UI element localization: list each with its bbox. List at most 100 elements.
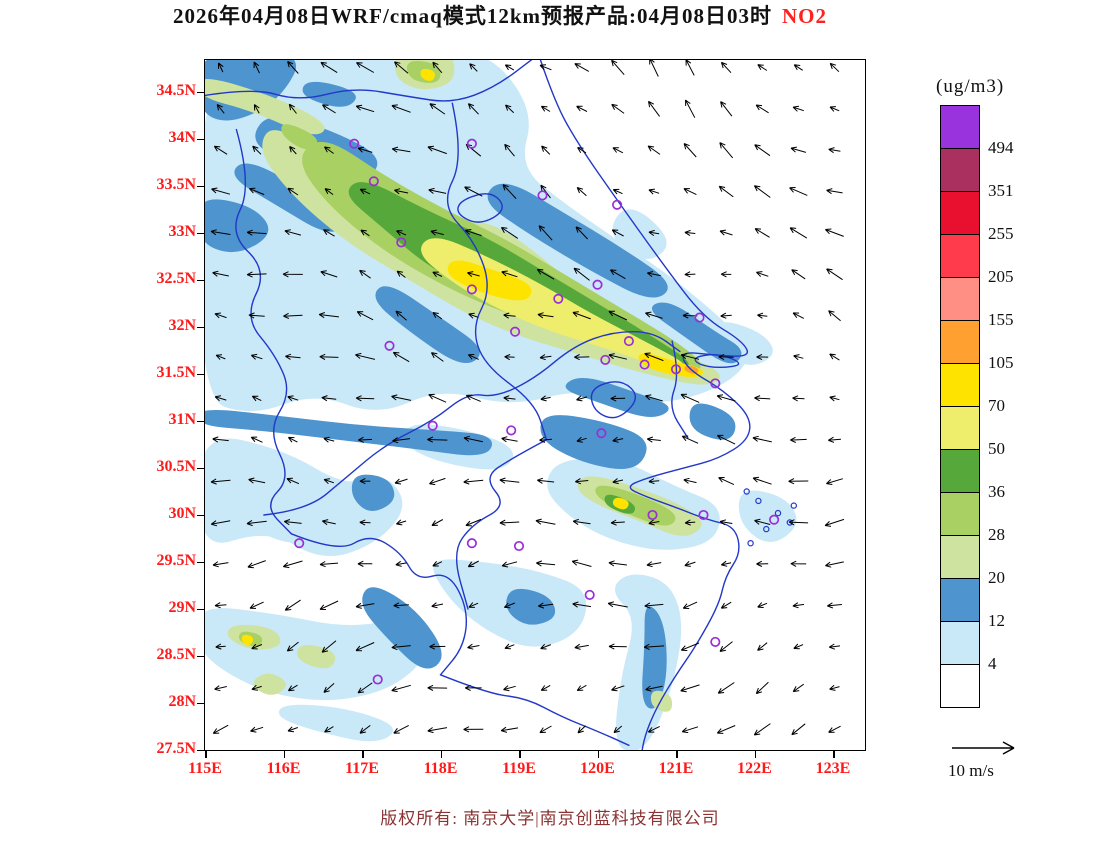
colorbar-level-label: 12 (988, 611, 1005, 630)
map-plot-frame (204, 59, 866, 751)
city-marker (294, 538, 305, 549)
chongming-island (694, 354, 740, 369)
city-marker (466, 138, 477, 149)
contour-region-level-12 (205, 410, 493, 456)
contour-region-level-70 (241, 634, 254, 646)
wind-reference-arrow (952, 741, 1015, 755)
island-outline (763, 525, 770, 533)
contour-region-level-70 (447, 260, 532, 301)
contour-region-level-70 (420, 68, 436, 81)
wind-speed-legend: 10 m/s (948, 738, 1038, 781)
colorbar-swatch (940, 320, 980, 364)
colorbar-level-label: 351 (988, 181, 1014, 200)
colorbar-level-label: 205 (988, 267, 1014, 286)
island-outline (755, 497, 762, 505)
city-marker (513, 540, 525, 552)
contour-region-level-12 (689, 403, 736, 440)
city-marker (553, 293, 564, 304)
city-marker (584, 589, 595, 600)
taihu-lake (590, 381, 636, 419)
y-axis-tick (197, 138, 204, 141)
city-marker (600, 354, 611, 365)
colorbar-swatch (940, 621, 980, 665)
wind-vector-field (210, 60, 845, 736)
x-axis-tick (362, 751, 364, 758)
y-axis-tick-label: 32N (168, 316, 196, 334)
y-axis-tick (197, 467, 204, 470)
city-marker (506, 425, 517, 436)
city-marker (612, 199, 623, 210)
contour-region-level-28 (595, 485, 676, 526)
city-marker (769, 514, 780, 525)
x-axis-tick-label: 118E (423, 760, 458, 777)
x-axis-tick-label: 120E (580, 760, 615, 777)
border-south-1 (290, 533, 468, 676)
city-marker (647, 509, 658, 521)
contour-region-level-12 (642, 606, 667, 709)
y-axis-tick (197, 702, 204, 705)
city-marker (349, 138, 360, 149)
colorbar-swatch (940, 105, 980, 149)
y-axis-tick (197, 561, 204, 564)
y-axis-tick-label: 28.5N (156, 645, 196, 663)
contour-region-level-4 (205, 483, 307, 543)
city-marker (710, 636, 721, 647)
y-axis-tick (197, 326, 204, 329)
city-marker (670, 364, 682, 375)
y-axis-tick (197, 373, 204, 376)
forecast-map (205, 60, 845, 750)
colorbar: (ug/m3) 494 351 255 205 155 105 70 50 36 28 20 12 4 (936, 76, 1014, 708)
x-axis-tick-label: 121E (658, 760, 694, 777)
contour-region-level-12 (565, 378, 669, 417)
colorbar-swatch (940, 449, 980, 493)
city-marker (537, 190, 548, 201)
island-outline (747, 540, 754, 547)
y-axis-tick-label: 29N (168, 598, 196, 616)
y-axis-tick-label: 33.5N (156, 175, 196, 193)
y-axis-tick (197, 91, 204, 94)
contour-region-level-70 (612, 497, 629, 510)
title-text: 2026年04月08日WRF/cmaq模式12km预报产品:04月08日03时 (173, 4, 772, 28)
y-axis-tick-label: 31.5N (156, 363, 196, 381)
page-title: 2026年04月08日WRF/cmaq模式12km预报产品:04月08日03时 N… (0, 0, 1000, 30)
border-zhejiang-fujian (439, 674, 630, 746)
colorbar-scale: 494 351 255 205 155 105 70 50 36 28 20 12 4 (940, 105, 1014, 708)
contour-region-level-20 (650, 690, 673, 712)
contour-region-level-4 (612, 209, 667, 260)
y-axis-tick-label: 30.5N (156, 457, 196, 475)
colorbar-unit-label: (ug/m3) (936, 76, 1005, 97)
contour-region-level-12 (487, 183, 668, 298)
contour-region-level-12 (540, 415, 647, 470)
y-axis-tick (197, 185, 204, 188)
contour-region-level-28 (281, 124, 318, 150)
coastline (539, 60, 751, 750)
x-axis-tick (440, 751, 442, 758)
city-marker (368, 176, 379, 187)
city-marker (592, 279, 603, 290)
border-zhejiang-anhui (456, 439, 548, 610)
colorbar-level-label: 70 (988, 396, 1005, 415)
city-marker (466, 538, 477, 549)
colorbar-level-label: 28 (988, 525, 1005, 544)
city-marker (466, 284, 477, 295)
island-outline (743, 488, 750, 495)
colorbar-level-label: 4 (988, 654, 997, 673)
y-axis-tick-label: 34N (168, 128, 196, 146)
wind-speed-label: 10 m/s (948, 761, 994, 780)
y-axis-tick (197, 655, 204, 658)
x-axis-tick (283, 751, 285, 758)
contour-region-level-4 (278, 704, 394, 742)
title-pollutant-label: NO2 (782, 4, 827, 28)
city-marker (623, 336, 634, 347)
y-axis-tick-label: 31N (168, 410, 196, 428)
colorbar-swatch (940, 148, 980, 192)
colorbar-swatch (940, 492, 980, 536)
city-marker (710, 378, 721, 389)
x-axis-tick (597, 751, 599, 758)
colorbar-swatch (940, 578, 980, 622)
contour-region-level-12 (351, 474, 395, 511)
contour-region-level-4 (738, 490, 797, 542)
city-marker (639, 359, 650, 370)
y-axis-tick-label: 32.5N (156, 269, 196, 287)
y-axis-tick-label: 29.5N (156, 551, 196, 569)
